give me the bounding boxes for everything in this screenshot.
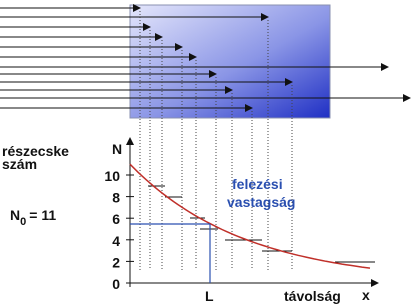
y-tick-label: 2 bbox=[112, 254, 120, 270]
x-axis-symbol: x bbox=[362, 287, 370, 303]
initial-count: N0= 11 bbox=[10, 207, 56, 228]
y-tick-label: 4 bbox=[112, 233, 120, 249]
value: = 11 bbox=[29, 207, 56, 223]
diagram: 0246810 részecske szám N N0= 11 felezési… bbox=[0, 0, 413, 306]
subscript: 0 bbox=[20, 216, 26, 228]
y-tick-label: 6 bbox=[112, 211, 120, 227]
half-label: felezési bbox=[232, 176, 283, 192]
x-title: távolság bbox=[284, 288, 341, 304]
half-label: vastagság bbox=[227, 194, 295, 210]
half-mark: L bbox=[205, 288, 214, 304]
absorber-slab bbox=[130, 5, 330, 118]
y-title: szám bbox=[2, 156, 37, 172]
y-tick-label: 0 bbox=[112, 276, 120, 292]
y-axis-symbol: N bbox=[112, 141, 122, 157]
y-tick-label: 10 bbox=[104, 168, 120, 184]
symbol: N bbox=[10, 207, 20, 223]
y-tick-label: 8 bbox=[112, 190, 120, 206]
